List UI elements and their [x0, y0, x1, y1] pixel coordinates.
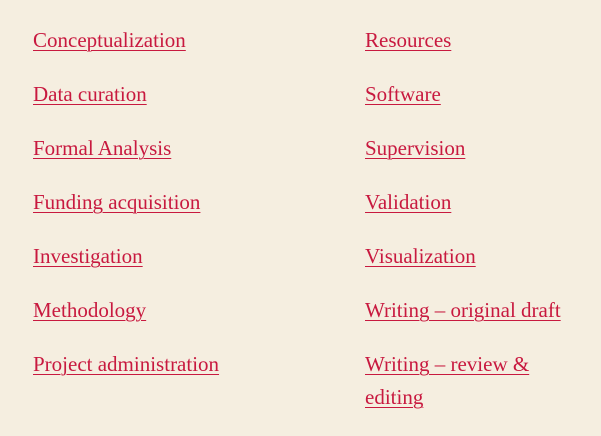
role-link-supervision[interactable]: Supervision [365, 136, 466, 160]
role-link-software[interactable]: Software [365, 82, 441, 106]
list-item: Conceptualization [33, 25, 333, 58]
role-link-methodology[interactable]: Methodology [33, 298, 147, 322]
list-item: Investigation [33, 241, 333, 274]
list-item: Validation [365, 187, 575, 220]
list-item: Supervision [365, 133, 575, 166]
role-link-visualization[interactable]: Visualization [365, 244, 476, 268]
list-item: Resources [365, 25, 575, 58]
role-link-resources[interactable]: Resources [365, 28, 452, 52]
role-link-conceptualization[interactable]: Conceptualization [33, 28, 186, 52]
role-link-validation[interactable]: Validation [365, 190, 452, 214]
roles-column-left: Conceptualization Data curation Formal A… [33, 25, 333, 403]
role-link-data-curation[interactable]: Data curation [33, 82, 147, 106]
list-item: Project administration [33, 349, 333, 382]
list-item: Methodology [33, 295, 333, 328]
roles-column-right: Resources Software Supervision Validatio… [365, 25, 575, 436]
role-link-writing-review-editing[interactable]: Writing – review & editing [365, 352, 530, 409]
role-link-funding-acquisition[interactable]: Funding acquisition [33, 190, 201, 214]
list-item: Funding acquisition [33, 187, 333, 220]
list-item: Formal Analysis [33, 133, 333, 166]
list-item: Writing – original draft [365, 295, 575, 328]
role-link-writing-original-draft[interactable]: Writing – original draft [365, 298, 561, 322]
list-item: Writing – review & editing [365, 349, 575, 415]
list-item: Software [365, 79, 575, 112]
role-link-project-administration[interactable]: Project administration [33, 352, 220, 376]
list-item: Data curation [33, 79, 333, 112]
list-item: Visualization [365, 241, 575, 274]
role-link-formal-analysis[interactable]: Formal Analysis [33, 136, 172, 160]
role-link-investigation[interactable]: Investigation [33, 244, 143, 268]
